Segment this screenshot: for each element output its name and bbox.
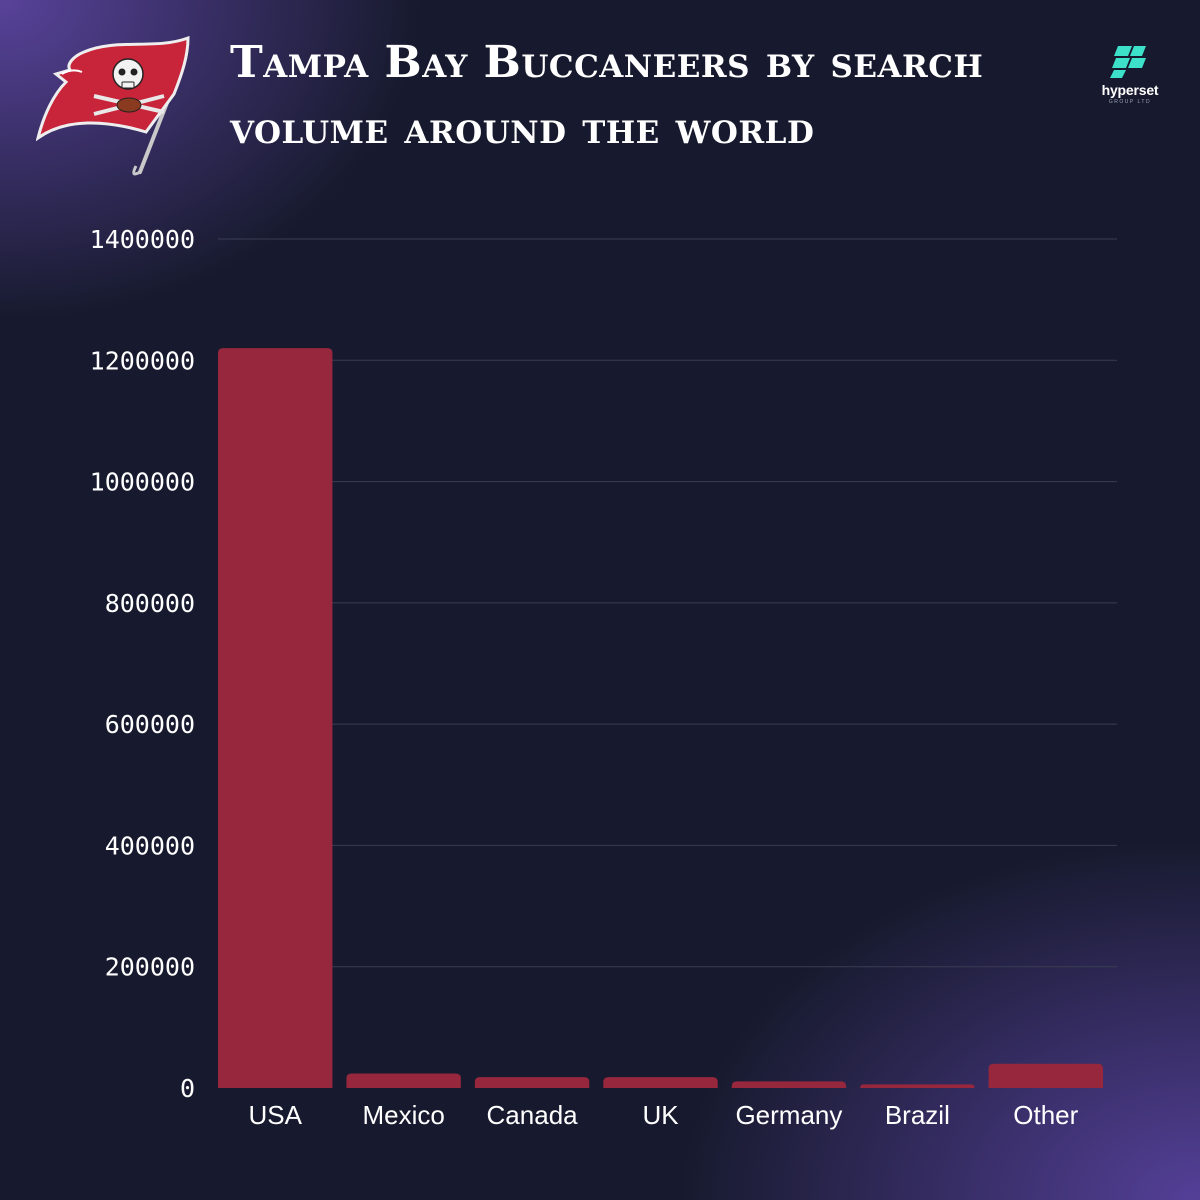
x-tick-label: Brazil <box>885 1100 950 1130</box>
chart-bars <box>218 348 1103 1088</box>
x-axis: USA Mexico Canada UK Germany Brazil Other <box>248 1100 1078 1130</box>
y-tick-label: 1000000 <box>90 468 195 497</box>
bar-germany <box>732 1081 846 1088</box>
bar-mexico <box>346 1073 460 1088</box>
y-tick-label: 1200000 <box>90 346 195 375</box>
bar-usa <box>218 348 332 1088</box>
y-tick-label: 400000 <box>105 831 195 860</box>
y-axis: 0 200000 400000 600000 800000 1000000 1200000 1… <box>90 225 195 1103</box>
bar-brazil <box>860 1084 974 1088</box>
y-tick-label: 200000 <box>105 953 195 982</box>
x-tick-label: Other <box>1013 1100 1078 1130</box>
x-tick-label: Germany <box>735 1100 842 1130</box>
x-tick-label: Mexico <box>362 1100 444 1130</box>
x-tick-label: USA <box>248 1100 302 1130</box>
x-tick-label: Canada <box>487 1100 579 1130</box>
bar-uk <box>603 1077 717 1088</box>
y-tick-label: 0 <box>180 1074 195 1103</box>
y-tick-label: 800000 <box>105 589 195 618</box>
bar-other <box>989 1064 1103 1088</box>
y-tick-label: 600000 <box>105 710 195 739</box>
chart-gridlines <box>218 239 1117 967</box>
x-tick-label: UK <box>642 1100 679 1130</box>
y-tick-label: 1400000 <box>90 225 195 254</box>
bar-canada <box>475 1077 589 1088</box>
